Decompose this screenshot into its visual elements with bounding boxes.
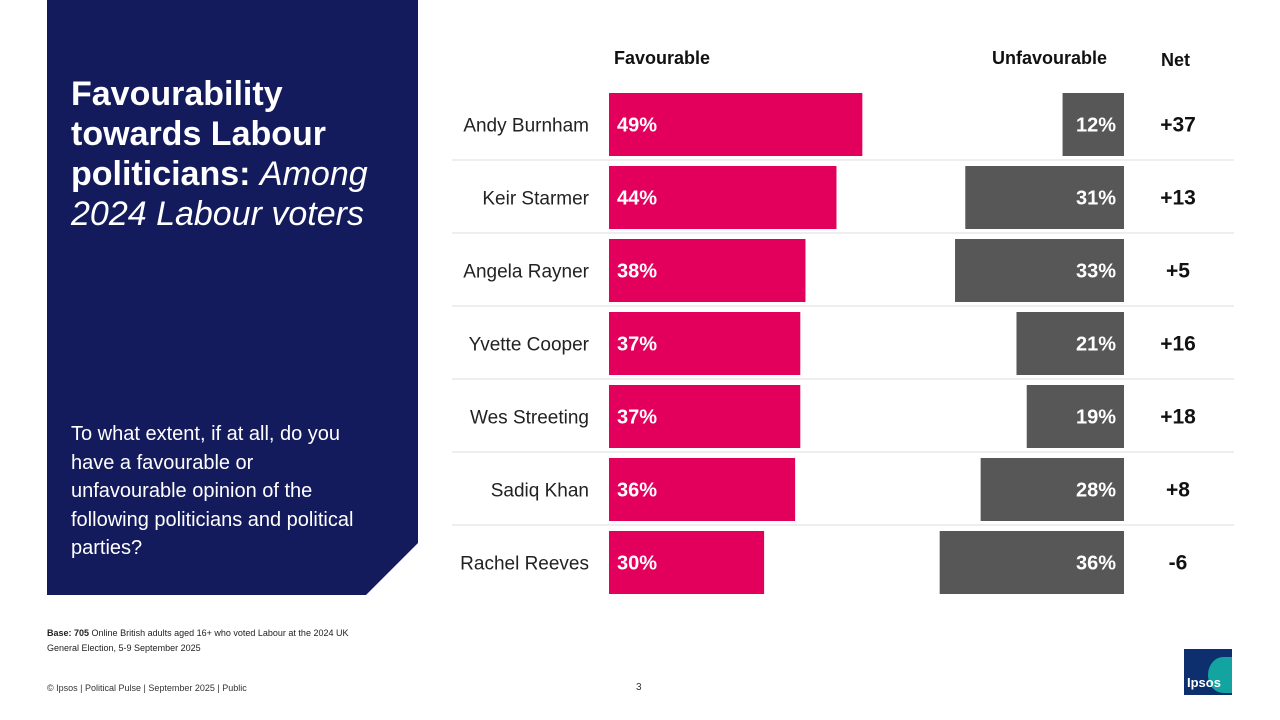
ipsos-logo: Ipsos bbox=[1184, 649, 1232, 695]
page-number: 3 bbox=[636, 682, 642, 693]
base-text: Online British adults aged 16+ who voted… bbox=[47, 628, 349, 653]
favourable-value-label: 49% bbox=[617, 115, 657, 137]
unfavourable-header: Unfavourable bbox=[992, 48, 1108, 68]
base-label: Base: 705 bbox=[47, 628, 90, 638]
unfavourable-bar bbox=[1016, 312, 1124, 375]
category-label: Keir Starmer bbox=[482, 189, 589, 210]
unfavourable-value-label: 12% bbox=[1076, 115, 1116, 137]
net-value-label: +37 bbox=[1160, 114, 1196, 137]
page-title: Favourability towards Labour politicians… bbox=[71, 74, 401, 234]
category-label: Yvette Cooper bbox=[469, 335, 590, 356]
favourable-value-label: 44% bbox=[617, 188, 657, 210]
unfavourable-bar bbox=[955, 239, 1124, 302]
favourable-bar bbox=[609, 531, 765, 594]
survey-question: To what extent, if at all, do you have a… bbox=[71, 423, 354, 559]
title-italic: Among 2024 Labour voters bbox=[71, 155, 368, 233]
net-value-label: +18 bbox=[1160, 406, 1196, 429]
category-label: Angela Rayner bbox=[463, 262, 589, 283]
favourable-header: Favourable bbox=[614, 48, 711, 68]
logo-wave-icon bbox=[1208, 657, 1232, 693]
favourable-bar bbox=[609, 312, 801, 375]
favourable-bar bbox=[609, 93, 863, 156]
net-value-label: +13 bbox=[1160, 187, 1196, 210]
unfavourable-bar bbox=[939, 531, 1124, 594]
title-bold: Favourability towards Labour politicians… bbox=[71, 75, 327, 193]
net-value-label: +8 bbox=[1166, 479, 1190, 502]
unfavourable-value-label: 19% bbox=[1076, 407, 1116, 429]
category-label: Sadiq Khan bbox=[491, 481, 589, 502]
net-value-label: -6 bbox=[1169, 552, 1188, 575]
favourable-value-label: 37% bbox=[617, 334, 657, 356]
favourable-value-label: 38% bbox=[617, 261, 657, 283]
favourable-bar bbox=[609, 458, 796, 521]
net-header: Net bbox=[1161, 50, 1191, 70]
base-note: Base: 705 Online British adults aged 16+… bbox=[47, 626, 367, 656]
category-label: Andy Burnham bbox=[463, 116, 589, 137]
title-panel: Favourability towards Labour politicians… bbox=[47, 0, 418, 595]
favourable-bar bbox=[609, 385, 801, 448]
unfavourable-bar bbox=[980, 458, 1124, 521]
favourable-bar bbox=[609, 239, 806, 302]
favourability-chart: Andy Burnham 49% 12% +37 Keir Starmer 44% 31% +… bbox=[452, 93, 1234, 594]
favourable-value-label: 36% bbox=[617, 480, 657, 502]
unfavourable-bar bbox=[1062, 93, 1124, 156]
favourable-bar bbox=[609, 166, 837, 229]
category-label: Wes Streeting bbox=[470, 408, 589, 429]
net-value-label: +16 bbox=[1160, 333, 1196, 356]
unfavourable-value-label: 31% bbox=[1076, 188, 1116, 210]
unfavourable-bar bbox=[1026, 385, 1124, 448]
category-label: Rachel Reeves bbox=[460, 554, 589, 575]
unfavourable-bar bbox=[965, 166, 1124, 229]
unfavourable-value-label: 21% bbox=[1076, 334, 1116, 356]
unfavourable-value-label: 36% bbox=[1076, 553, 1116, 575]
favourable-value-label: 37% bbox=[617, 407, 657, 429]
favourable-value-label: 30% bbox=[617, 553, 657, 575]
unfavourable-value-label: 28% bbox=[1076, 480, 1116, 502]
unfavourable-value-label: 33% bbox=[1076, 261, 1116, 283]
copyright-footer: © Ipsos | Political Pulse | September 20… bbox=[47, 683, 247, 693]
logo-text: Ipsos bbox=[1187, 675, 1221, 690]
net-value-label: +5 bbox=[1166, 260, 1190, 283]
